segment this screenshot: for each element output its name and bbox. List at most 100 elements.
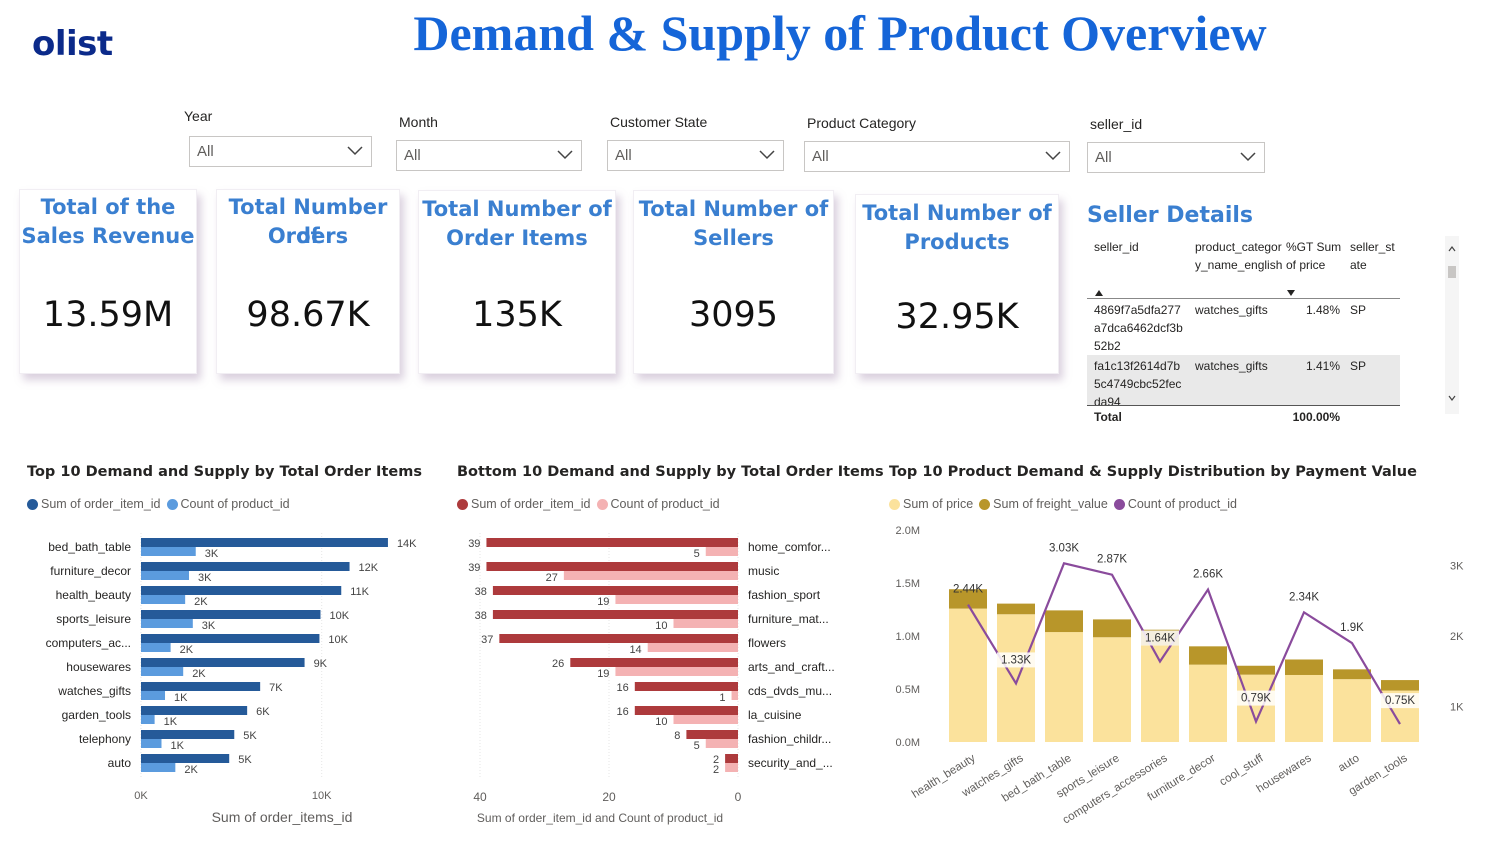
category-label: music <box>748 564 779 578</box>
legend-item[interactable]: Count of product_id <box>596 497 720 511</box>
bar-product-count <box>615 667 738 676</box>
category-label: telephony <box>79 732 131 746</box>
data-label: 1K <box>164 716 178 728</box>
bar-order-items <box>634 706 738 715</box>
scroll-down-icon[interactable] <box>1448 395 1456 401</box>
x-tick-label: 0K <box>134 790 148 802</box>
bar-order-items <box>141 730 235 739</box>
bar-order-items <box>492 586 738 595</box>
legend-dot <box>27 498 38 510</box>
data-label: 10K <box>329 610 349 622</box>
bar-product-count <box>141 667 184 676</box>
bar-sum-freight <box>1381 680 1419 691</box>
bar-order-items <box>141 586 342 595</box>
legend-label: Sum of freight_value <box>993 497 1108 511</box>
legend-item[interactable]: Sum of freight_value <box>979 497 1108 511</box>
category-label: furniture_mat... <box>748 612 829 626</box>
bar-product-count <box>141 619 193 628</box>
table-scrollbar[interactable] <box>1445 236 1459 414</box>
y2-tick-label: 1K <box>1450 702 1464 714</box>
category-label: security_and_... <box>748 756 833 770</box>
bar-sum-price <box>1045 632 1083 742</box>
data-label: 1K <box>174 692 188 704</box>
scroll-thumb[interactable] <box>1448 266 1456 278</box>
data-label: 2K <box>184 764 198 776</box>
data-label: 11K <box>350 586 369 598</box>
kpi-title-line: Orders <box>267 224 349 248</box>
bar-product-count <box>705 739 738 748</box>
seller-id-slicer[interactable]: All <box>1087 142 1265 173</box>
category-label: health_beauty <box>56 588 131 602</box>
table-row[interactable]: fa1c13f2614d7b5c4749cbc52fecda94 watches… <box>1087 355 1400 405</box>
data-label: 2.66K <box>1193 569 1223 581</box>
scroll-up-icon[interactable] <box>1448 246 1456 252</box>
data-label: 6K <box>256 706 270 718</box>
bar-sum-price <box>1285 674 1323 742</box>
data-label: 16 <box>617 706 629 718</box>
month-slicer[interactable]: All <box>396 140 582 171</box>
bar-order-items <box>634 682 738 691</box>
data-label: 39 <box>468 538 480 550</box>
product-category-slicer[interactable]: All <box>804 141 1070 172</box>
bar-product-count <box>141 643 171 652</box>
category-label: housewares <box>66 660 131 674</box>
column-header-seller-state[interactable]: seller_state <box>1350 240 1395 272</box>
column-header-gt-sum-price[interactable]: %GT Sum of price <box>1286 240 1342 272</box>
x-axis-title: Sum of order_item_id and Count of produc… <box>477 811 723 825</box>
column-header-category[interactable]: product_category_name_english <box>1195 240 1283 272</box>
customer-state-slicer[interactable]: All <box>607 140 784 171</box>
table-total-value: 100.00% <box>1292 410 1340 424</box>
legend-item[interactable]: Sum of price <box>889 497 973 511</box>
kpi-value: 3095 <box>688 295 779 335</box>
sort-descending-icon[interactable] <box>1286 289 1296 297</box>
legend-item[interactable]: Count of product_id <box>1113 497 1237 511</box>
category-label: housewares <box>1255 752 1314 795</box>
data-label: 3.03K <box>1049 542 1079 554</box>
seller-details-table: seller_id product_category_name_english … <box>1087 236 1459 426</box>
bar-order-items <box>141 538 388 547</box>
data-label: 19 <box>597 668 609 680</box>
data-label: 12K <box>359 562 379 574</box>
category-label: computers_ac... <box>46 636 131 650</box>
bar-order-items <box>141 610 321 619</box>
data-label-bg <box>1381 693 1419 709</box>
data-label: 1 <box>719 692 725 704</box>
data-label: 0.79K <box>1241 693 1271 705</box>
legend-item[interactable]: Count of product_id <box>166 497 290 511</box>
table-row[interactable]: 4869f7a5dfa277a7dca6462dcf3b52b2 watches… <box>1087 299 1400 355</box>
data-label: 2K <box>192 668 206 680</box>
data-label: 2K <box>194 596 208 608</box>
data-label: 5 <box>694 740 700 752</box>
bar-sum-freight <box>1285 659 1323 675</box>
x-tick-label: 40 <box>473 790 487 804</box>
category-label: garden_tools <box>62 708 131 722</box>
kpi-card-products: Total Number of Products 32.95K <box>855 194 1059 374</box>
data-label: 1.64K <box>1145 633 1175 645</box>
slicer-label-customer-state: Customer State <box>610 114 708 130</box>
bar-product-count <box>615 595 738 604</box>
category-label: la_cuisine <box>748 708 802 722</box>
legend-item[interactable]: Sum of order_item_id <box>27 497 161 511</box>
data-label: 2.87K <box>1097 554 1127 566</box>
year-slicer[interactable]: All <box>189 136 372 167</box>
bar-sum-freight <box>1093 619 1131 638</box>
x-tick-label: 10K <box>312 790 332 802</box>
olist-logo: olist <box>32 24 113 64</box>
kpi-title-line: Total Number of <box>228 195 388 248</box>
bar-sum-freight <box>997 603 1035 615</box>
table-total-label: Total <box>1094 410 1122 424</box>
y2-tick-label: 2K <box>1450 631 1464 643</box>
x-tick-label: 20 <box>602 790 616 804</box>
data-label: 7K <box>269 682 283 694</box>
legend-dot <box>1113 498 1125 510</box>
sort-ascending-icon[interactable] <box>1094 289 1104 297</box>
bar-product-count <box>141 715 155 724</box>
kpi-title-line: Sellers <box>693 226 774 250</box>
column-header-seller-id[interactable]: seller_id <box>1094 240 1139 254</box>
bar-sum-freight <box>1045 610 1083 633</box>
bar-product-count <box>731 691 738 700</box>
bar-product-count <box>141 763 176 772</box>
data-label: 0.75K <box>1385 695 1415 707</box>
legend-item[interactable]: Sum of order_item_id <box>457 497 591 511</box>
bar-product-count <box>563 571 738 580</box>
